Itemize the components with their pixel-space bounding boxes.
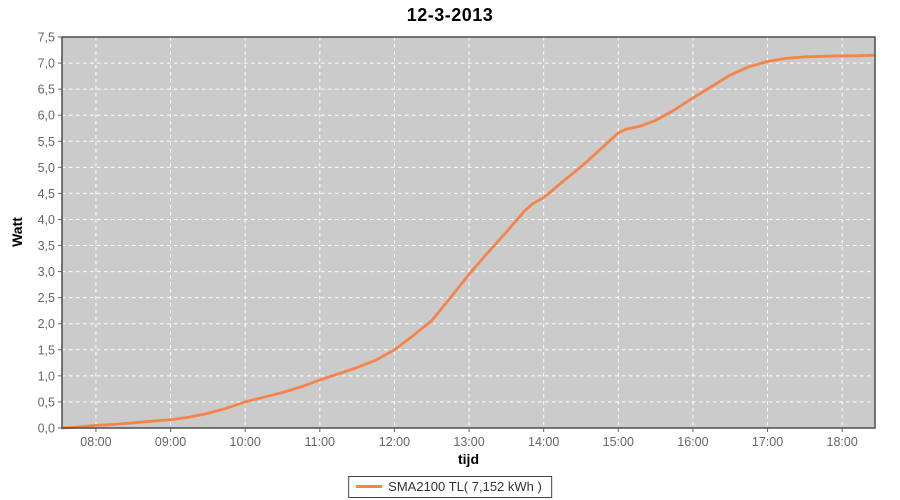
x-tick-label: 10:00 <box>230 435 261 449</box>
x-tick-label: 09:00 <box>155 435 186 449</box>
x-tick-label: 16:00 <box>677 435 708 449</box>
y-tick-label: 1,0 <box>38 369 55 383</box>
y-tick-label: 5,0 <box>38 161 55 175</box>
y-tick-label: 5,5 <box>38 135 55 149</box>
y-tick-label: 2,5 <box>38 291 55 305</box>
y-tick-label: 2,0 <box>38 317 55 331</box>
plot-background <box>62 37 875 428</box>
x-tick-label: 15:00 <box>603 435 634 449</box>
y-tick-label: 0,0 <box>38 422 55 436</box>
x-tick-label: 11:00 <box>305 435 335 449</box>
y-tick-label: 6,5 <box>38 83 55 97</box>
x-tick-label: 18:00 <box>827 435 858 449</box>
x-tick-label: 14:00 <box>528 435 559 449</box>
y-tick-label: 7,0 <box>38 57 55 71</box>
plot-border <box>61 36 876 429</box>
legend-label: SMA2100 TL( 7,152 kWh ) <box>388 479 542 494</box>
x-axis-title: tijd <box>458 451 479 467</box>
x-tick-label: 12:00 <box>379 435 410 449</box>
y-tick-label: 7,5 <box>38 31 55 45</box>
x-tick-label: 08:00 <box>80 435 111 449</box>
y-axis-title: Watt <box>9 217 25 247</box>
y-tick-label: 3,0 <box>38 265 55 279</box>
series-line <box>61 53 875 430</box>
y-tick-label: 4,0 <box>38 213 55 227</box>
y-tick-label: 3,5 <box>38 239 55 253</box>
y-tick-label: 1,5 <box>38 343 55 357</box>
y-tick-label: 0,5 <box>38 395 55 409</box>
x-tick-label: 17:00 <box>752 435 783 449</box>
y-tick-label: 6,0 <box>38 109 55 123</box>
x-tick-label: 13:00 <box>453 435 484 449</box>
chart-title: 12-3-2013 <box>406 5 494 25</box>
y-tick-label: 4,5 <box>38 187 55 201</box>
legend-line-swatch <box>356 485 383 488</box>
legend: SMA2100 TL( 7,152 kWh ) <box>348 476 552 498</box>
